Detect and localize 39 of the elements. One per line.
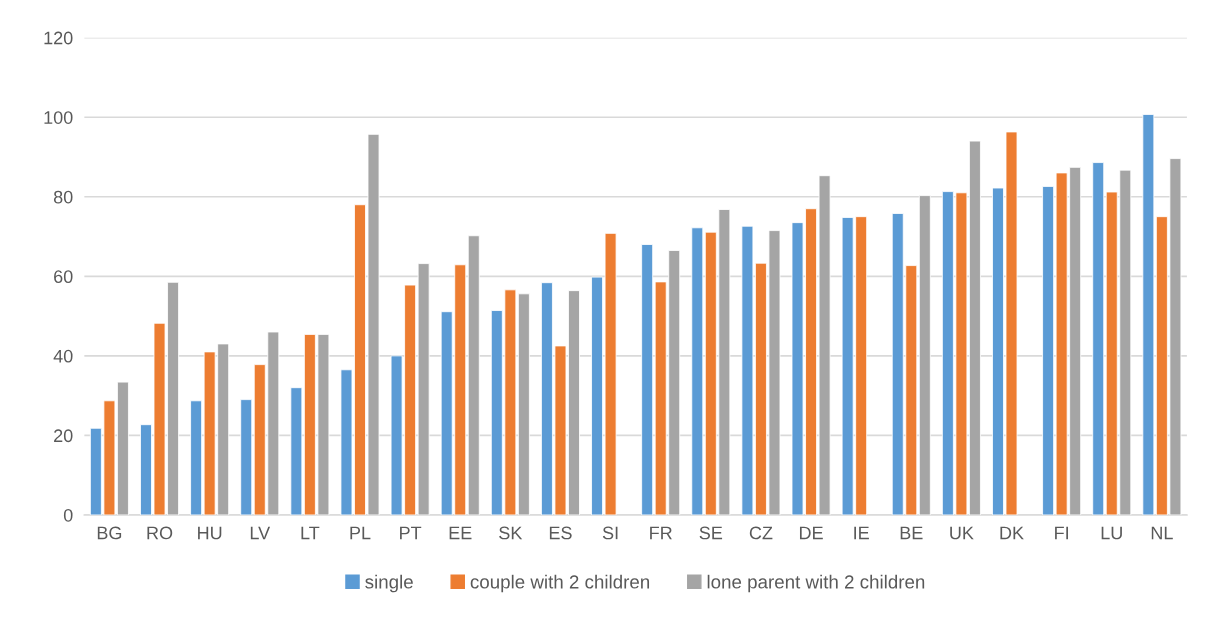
x-tick-label: DE — [799, 526, 823, 540]
y-tick-label: 0 — [63, 508, 73, 522]
y-tick-label: 120 — [44, 31, 73, 45]
y-tick-label: 40 — [53, 349, 73, 363]
x-tick-label: BE — [900, 526, 923, 540]
y-tick-label: 20 — [54, 429, 73, 443]
bar — [641, 244, 654, 515]
x-tick-label: LT — [301, 526, 320, 540]
x-tick-label: SE — [699, 526, 723, 540]
legend-label: lone parent with 2 children — [707, 574, 925, 593]
x-tick-label: CZ — [749, 526, 773, 540]
x-tick-label: FR — [650, 526, 672, 540]
bar — [467, 235, 480, 515]
x-tick-label: ES — [549, 526, 572, 540]
bar — [691, 227, 704, 515]
y-tick-label: 60 — [54, 270, 73, 284]
x-tick-label: SI — [602, 526, 618, 540]
bar — [1142, 114, 1155, 515]
x-tick-label: BG — [97, 526, 122, 540]
x-tick-label: PT — [400, 526, 422, 540]
x-tick-label: IE — [854, 526, 869, 540]
bar — [1092, 162, 1105, 515]
legend-label: couple with 2 children — [470, 574, 650, 593]
x-tick-label: NL — [1151, 526, 1173, 540]
y-tick-label: 80 — [53, 190, 73, 204]
y-tick-label: 100 — [44, 111, 73, 124]
x-tick-label: LU — [1101, 526, 1122, 540]
x-tick-label: SK — [499, 526, 523, 540]
x-tick-label: DK — [1000, 526, 1024, 540]
x-tick-label: PL — [350, 526, 371, 540]
x-tick-label: EE — [449, 526, 472, 540]
bar — [240, 399, 253, 515]
x-tick-label: FI — [1055, 526, 1068, 540]
legend-label: single — [365, 574, 413, 593]
x-tick-label: RO — [147, 526, 173, 540]
bar — [918, 195, 931, 515]
x-tick-label: HU — [198, 526, 222, 540]
x-tick-label: UK — [950, 526, 974, 540]
x-tick-label: LV — [250, 526, 271, 540]
